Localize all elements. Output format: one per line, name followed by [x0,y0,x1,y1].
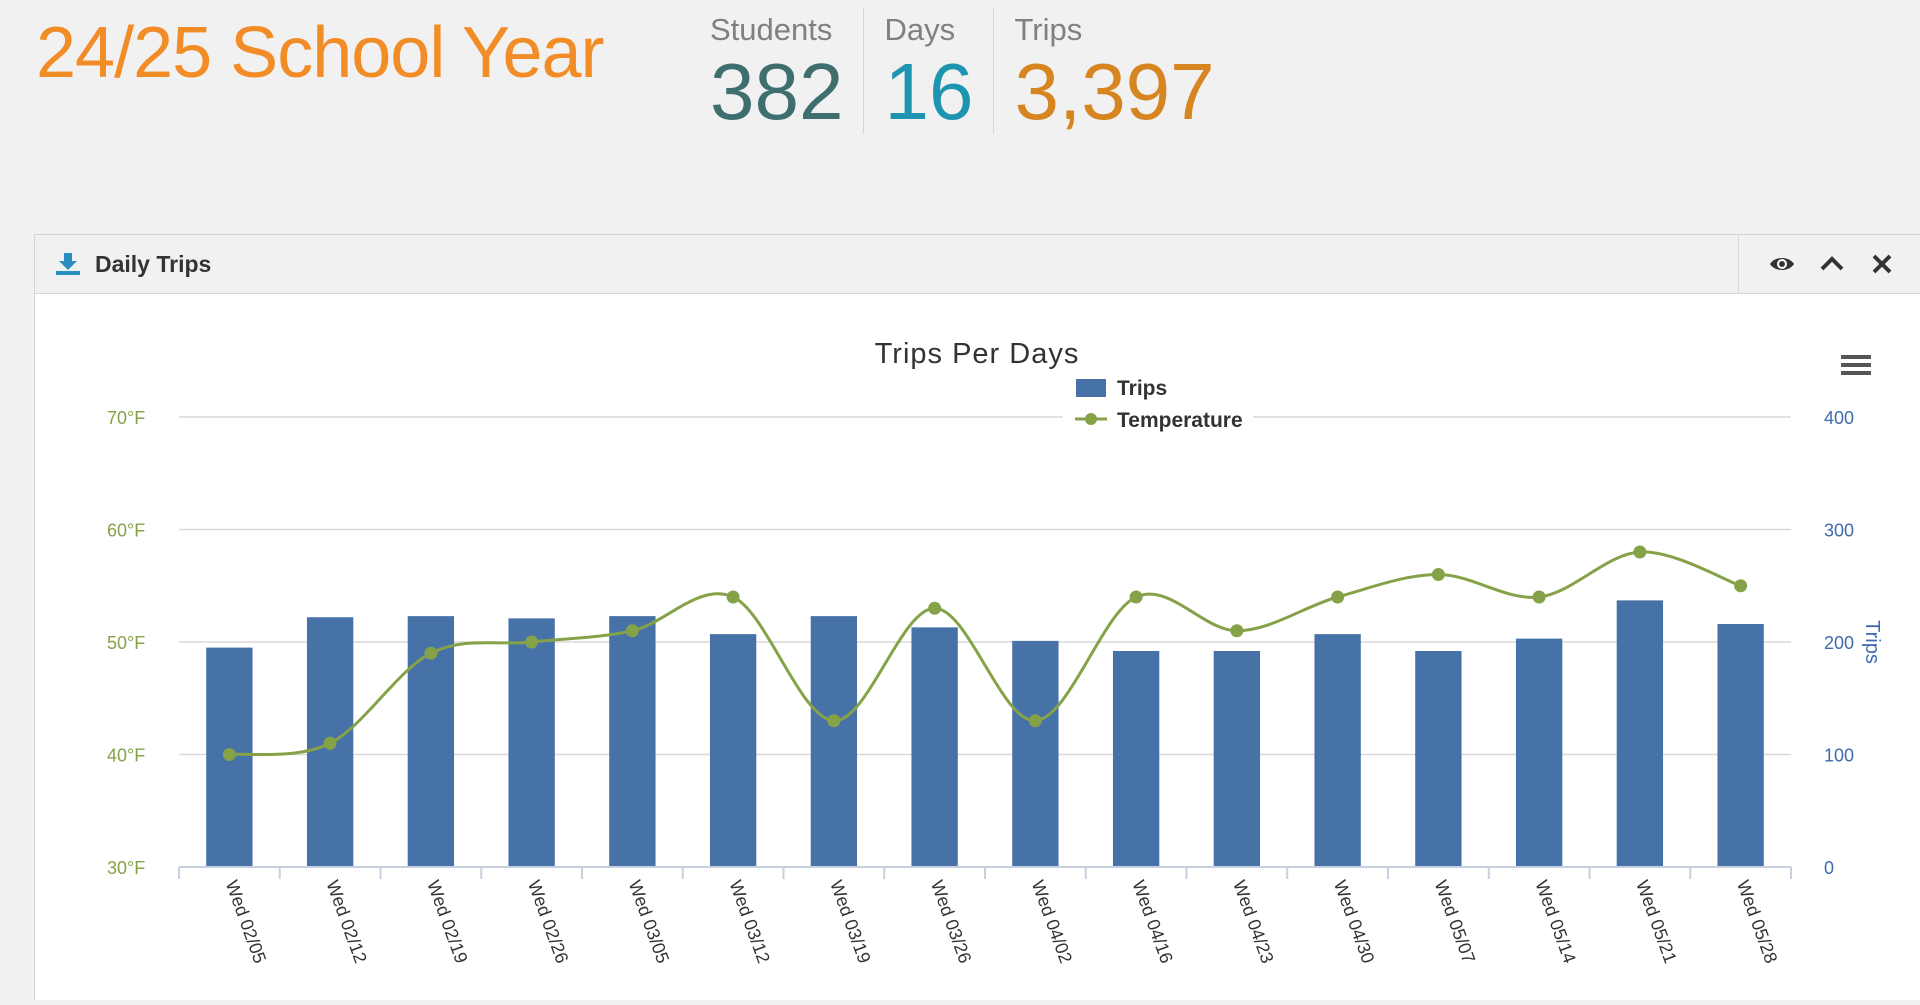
legend-temperature-marker [1085,413,1097,425]
temperature-point[interactable] [726,590,740,604]
chart-legend: Trips Temperature [1063,371,1253,432]
stat-days: Days 16 [863,8,993,134]
panel-tools [1738,235,1920,293]
stat-students: Students 382 [700,8,863,134]
stat-trips-value: 3,397 [1014,47,1215,136]
x-axis-category-label: Wed 03/26 [927,878,975,966]
temperature-point[interactable] [222,748,236,761]
temperature-point[interactable] [525,635,539,649]
right-axis-tick-label: 100 [1824,746,1854,766]
temperature-point[interactable] [928,601,942,615]
panel-header: Daily Trips [35,235,1920,294]
x-axis-category-label: Wed 02/12 [322,878,370,966]
x-axis-category-label: Wed 03/05 [625,878,673,966]
temperature-point[interactable] [827,714,841,728]
trips-bar[interactable] [911,627,958,867]
panel-title: Daily Trips [95,251,212,277]
trips-bar[interactable] [1314,634,1361,867]
right-axis-tick-label: 400 [1824,408,1854,428]
download-icon[interactable] [55,252,81,276]
stat-trips-label: Trips [1014,12,1083,47]
temperature-point[interactable] [1129,590,1143,604]
hamburger-menu-icon[interactable] [1841,355,1871,375]
x-axis-category-label: Wed 05/14 [1531,878,1579,966]
x-axis-category-label: Wed 05/28 [1733,878,1781,966]
right-axis-tick-label: 200 [1824,633,1854,653]
x-axis-category-label: Wed 03/19 [826,878,874,966]
stat-trips: Trips 3,397 [993,8,1234,134]
temperature-point[interactable] [1431,568,1445,581]
trips-bar[interactable] [709,634,757,867]
page-title: 24/25 School Year [36,13,605,93]
trips-bar[interactable] [810,616,858,867]
temperature-point[interactable] [1633,545,1647,559]
x-axis-category-label: Wed 02/26 [524,878,572,966]
close-icon[interactable] [1869,252,1895,276]
chevron-up-icon[interactable] [1819,252,1845,276]
x-axis-category-label: Wed 04/30 [1330,878,1378,966]
x-axis-category-label: Wed 04/16 [1128,878,1176,966]
temperature-point[interactable] [1230,624,1244,638]
temperature-point[interactable] [625,624,639,638]
trips-bar[interactable] [1616,600,1664,867]
x-axis-category-label: Wed 04/23 [1229,878,1277,966]
temperature-point[interactable] [1734,579,1748,593]
trips-bar[interactable] [1717,624,1764,867]
x-axis-category-label: Wed 05/21 [1632,878,1680,966]
temperature-point[interactable] [1532,590,1546,604]
stats-bar: Students 382 Days 16 Trips 3,397 [700,8,1235,134]
temperature-point[interactable] [424,646,438,660]
right-axis-tick-label: 300 [1824,521,1854,541]
trips-bar[interactable] [1515,638,1563,867]
legend-trips-swatch [1076,379,1106,397]
stat-days-label: Days [884,12,956,47]
daily-trips-panel: Daily Trips Trips Per Days [34,234,1920,1000]
left-axis-tick-label: 50°F [107,633,145,653]
stat-students-value: 382 [710,47,844,136]
temperature-point[interactable] [1028,714,1042,728]
x-axis-category-label: Wed 04/02 [1028,878,1076,966]
trips-bar[interactable] [1415,651,1462,867]
temperature-point[interactable] [323,736,337,750]
x-axis-category-label: Wed 02/19 [423,878,471,966]
legend-trips-label[interactable]: Trips [1117,377,1167,400]
stat-days-value: 16 [884,47,974,136]
trips-bar[interactable] [1012,640,1059,867]
right-axis-title: Trips [1861,620,1883,664]
trips-bar[interactable] [609,616,656,867]
left-axis-tick-label: 40°F [107,746,145,766]
left-axis-tick-label: 60°F [107,521,145,541]
eye-icon[interactable] [1769,252,1795,276]
trips-bar[interactable] [508,618,555,867]
temperature-point[interactable] [1331,590,1345,604]
x-axis-category-label: Wed 02/05 [222,878,270,966]
left-axis-tick-label: 70°F [107,408,145,428]
trips-per-day-chart: Trips Per Days 70°F 400 60°F 300 50°F 200 40°F… [107,338,1883,966]
chart-title: Trips Per Days [875,338,1080,370]
trips-bar[interactable] [1213,651,1261,867]
left-axis-tick-label: 30°F [107,858,145,878]
chart-container: Trips Per Days 70°F 400 60°F 300 50°F 200 40°F… [53,329,1902,1000]
legend-temperature-label[interactable]: Temperature [1117,409,1243,432]
right-axis-tick-label: 0 [1824,858,1834,878]
x-axis-category-label: Wed 03/12 [725,878,773,966]
trips-bar[interactable] [1112,651,1160,867]
x-axis-category-label: Wed 05/07 [1431,878,1479,966]
temperature-line [229,550,1742,757]
stat-students-label: Students [710,12,833,47]
